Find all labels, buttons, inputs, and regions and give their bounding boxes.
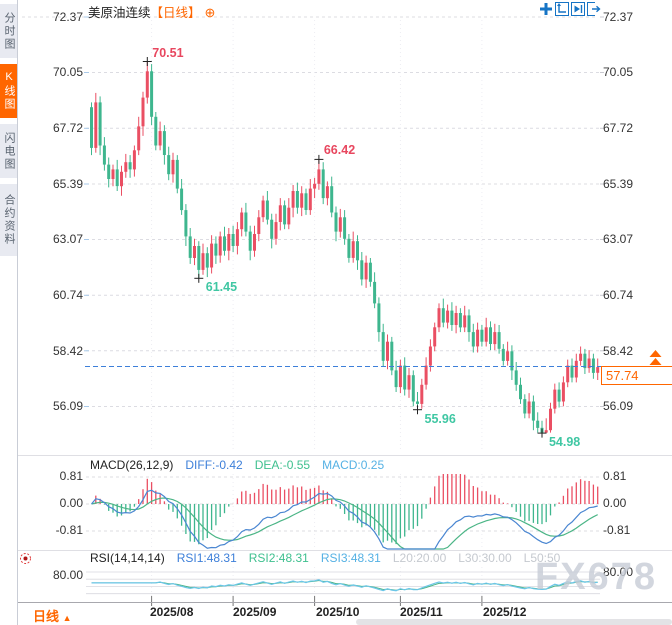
- macd-name: MACD(26,12,9): [90, 458, 174, 472]
- price-tick-label: 60.74: [603, 288, 634, 302]
- interval-label[interactable]: 日线 ▲: [33, 606, 72, 625]
- price-tick-label: 70.05: [52, 65, 83, 79]
- rsi-tick-label: 80.00: [52, 568, 83, 582]
- sidebar-tab-contract-info[interactable]: 合约资料: [0, 184, 17, 256]
- rsi1-value: RSI1:48.31: [176, 551, 237, 565]
- watermark: FX678: [535, 556, 657, 598]
- annotation-high-66-42: 66.42: [323, 143, 356, 158]
- step-forward-icon[interactable]: [571, 2, 585, 16]
- price-tick-label: 70.05: [603, 65, 634, 79]
- annotation-low-61-45: 61.45: [205, 280, 238, 295]
- date-tick-label: 2025/09: [233, 605, 277, 619]
- move-crosshair-icon[interactable]: [539, 2, 553, 16]
- target-icon[interactable]: [18, 551, 33, 566]
- price-tick-label: 63.07: [603, 232, 634, 246]
- price-tick-label: 72.37: [52, 10, 83, 24]
- interval-up-arrow-icon: ▲: [62, 613, 72, 623]
- macd-header[interactable]: MACD(26,12,9) DIFF:-0.42 DEA:-0.55 MACD:0.2…: [90, 458, 396, 472]
- rsi-l20-value: L20:20.00: [392, 551, 447, 565]
- price-tick-label: 65.39: [52, 177, 83, 191]
- annotation-low-54-98: 54.98: [548, 435, 581, 450]
- chart-title: 美原油连续【日线】 ⊕: [88, 2, 215, 21]
- price-tick-label: 63.07: [52, 232, 83, 246]
- macd-tick-label: -0.81: [55, 523, 83, 537]
- price-tick-label: 67.72: [603, 121, 634, 135]
- rsi-tick-label: 80.00: [603, 565, 634, 579]
- rsi3-value: RSI3:48.31: [320, 551, 381, 565]
- macd-tick-label: 0.81: [59, 469, 83, 483]
- sidebar: 分时图 K线图 闪电图 合约资料: [0, 0, 18, 625]
- scale-axis-icon[interactable]: [555, 2, 569, 16]
- macd-tick-label: 0.00: [59, 496, 83, 510]
- date-tick-label: 2025/10: [316, 605, 360, 619]
- rsi2-value: RSI2:48.31: [248, 551, 309, 565]
- sidebar-tab-flash-chart[interactable]: 闪电图: [0, 124, 17, 178]
- price-tick-label: 58.42: [603, 344, 634, 358]
- macd-tick-label: -0.81: [603, 523, 631, 537]
- horizontal-scrollbar[interactable]: [356, 619, 672, 625]
- macd-tick-label: 0.00: [603, 496, 627, 510]
- macd-diff-value: DIFF:-0.42: [185, 458, 243, 472]
- last-price-box: 57.74: [601, 366, 672, 385]
- macd-bar-value: MACD:0.25: [322, 458, 385, 472]
- price-tick-label: 58.42: [52, 344, 83, 358]
- date-tick-label: 2025/11: [400, 605, 443, 619]
- price-tick-label: 65.39: [603, 177, 634, 191]
- annotation-low-55-96: 55.96: [424, 411, 456, 426]
- double-up-arrow-icon: [649, 350, 662, 365]
- interval-badge[interactable]: 【日线】: [150, 6, 201, 20]
- rsi-l50-value: L50:50: [523, 551, 561, 565]
- price-tick-label: 56.09: [603, 399, 634, 413]
- price-tick-label: 72.37: [603, 10, 634, 24]
- date-tick-label: 2025/08: [150, 605, 194, 619]
- rsi-header[interactable]: RSI(14,14,14) RSI1:48.31 RSI2:48.31 RSI3:48…: [90, 551, 572, 565]
- price-tick-label: 67.72: [52, 121, 83, 135]
- price-tick-label: 56.09: [52, 399, 83, 413]
- date-tick-label: 2025/12: [483, 605, 527, 619]
- sidebar-tab-kline-chart[interactable]: K线图: [0, 64, 17, 118]
- macd-tick-label: 0.81: [603, 469, 627, 483]
- macd-dea-value: DEA:-0.55: [254, 458, 311, 472]
- exit-chart-icon[interactable]: [587, 2, 601, 16]
- circle-plus-icon[interactable]: ⊕: [204, 5, 216, 20]
- rsi-name: RSI(14,14,14): [90, 551, 165, 565]
- rsi-l30-value: L30:30.00: [458, 551, 512, 565]
- price-tick-label: 60.74: [52, 288, 83, 302]
- annotation-high-70-51: 70.51: [152, 45, 184, 60]
- sidebar-tab-time-chart[interactable]: 分时图: [0, 4, 17, 58]
- interval-label-text: 日线: [33, 609, 60, 624]
- symbol-name: 美原油连续: [88, 6, 151, 20]
